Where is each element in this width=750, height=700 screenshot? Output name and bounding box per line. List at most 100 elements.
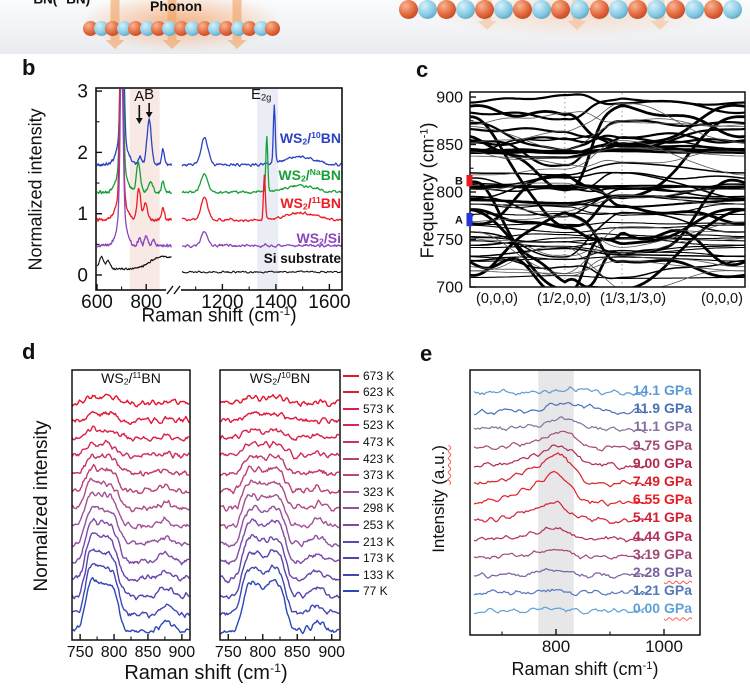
phonon-branch xyxy=(470,212,745,216)
nitrogen-atom-icon xyxy=(723,0,743,19)
panel-c-frame xyxy=(469,91,746,288)
marker-bar-A xyxy=(466,212,473,227)
y-tick-label: 750 xyxy=(436,232,463,249)
phonon-branch xyxy=(470,249,745,261)
nitrogen-atom-icon xyxy=(207,20,223,36)
text-fragment: 10 xyxy=(24,0,33,1)
panel-e-ylabel-main: Intensity xyxy=(429,484,449,553)
pressure-curve-1.21GPa xyxy=(473,588,647,597)
pressure-curve-7.49GPa xyxy=(473,452,647,488)
phonon-branch xyxy=(470,103,745,144)
x-tick-label: 1200 xyxy=(201,292,243,313)
panel-e-frame xyxy=(469,369,701,636)
temp-curve-298K xyxy=(220,504,340,548)
pressure-curve-4.44GPa xyxy=(473,526,647,543)
temp-curve-523K xyxy=(220,440,340,460)
boron-atom-icon xyxy=(173,20,189,36)
temp-curve-673K xyxy=(220,394,340,408)
nitrogen-atom-icon xyxy=(455,0,475,19)
nitrogen-atom-icon xyxy=(116,20,132,36)
panel-d-frame-0 xyxy=(71,369,191,641)
nitrogen-atom-icon xyxy=(253,20,269,36)
nitrogen-atom-icon xyxy=(646,0,666,19)
pressure-curve-3.19GPa xyxy=(473,548,647,560)
spectrum-curve-1 xyxy=(96,89,173,195)
phonon-branch xyxy=(470,245,745,287)
nitrogen-atom-icon xyxy=(185,20,201,36)
axis-break-slash xyxy=(166,285,174,295)
text-fragment: -1 xyxy=(279,305,291,318)
boron-atom-icon xyxy=(105,20,121,36)
phonon-branch xyxy=(470,144,745,154)
nitrogen-atom-icon xyxy=(570,0,590,19)
phonon-branch xyxy=(470,185,745,190)
e2g-annotation: E2g xyxy=(251,87,271,103)
nitrogen-atom-icon xyxy=(93,20,109,36)
temp-curve-573K xyxy=(220,428,340,441)
panel-letter-c: c xyxy=(416,57,429,82)
x-tick-label: 800 xyxy=(130,292,162,313)
boron-atom-icon xyxy=(264,20,280,36)
spectrum-curve-1 xyxy=(181,135,342,195)
temp-curve-323K xyxy=(220,493,340,530)
x-tick-label: 900 xyxy=(318,644,345,661)
phonon-branch xyxy=(470,115,745,229)
boron-atom-icon xyxy=(150,20,166,36)
temp-curve-213K xyxy=(72,532,190,582)
pressure-curve-5.41GPa xyxy=(473,500,647,525)
x-tick-label: 1600 xyxy=(308,292,350,313)
x-path-label: (0,0,0) xyxy=(476,291,518,307)
x-tick-label: 850 xyxy=(284,644,311,661)
phonon-branch xyxy=(470,260,745,275)
temp-curve-133K xyxy=(220,564,340,616)
spectrum-curve-0 xyxy=(181,104,342,168)
phonon-branch xyxy=(470,140,745,176)
temp-curve-173K xyxy=(72,548,190,601)
panel-e-ylabel: Intensity (a.u.) xyxy=(429,401,449,597)
temp-curve-373K xyxy=(72,477,190,513)
spectrum-curve-3 xyxy=(182,231,342,249)
panel-letter-e: e xyxy=(420,341,433,366)
phonon-branch xyxy=(470,97,745,121)
pressure-curve-9.00GPa xyxy=(473,444,647,470)
nitrogen-atom-icon xyxy=(532,0,552,19)
phonon-branch xyxy=(470,215,745,248)
temp-curve-213K xyxy=(220,533,340,584)
spectrum-curve-2 xyxy=(96,89,173,223)
temp-curve-473K xyxy=(72,453,190,477)
bond-line xyxy=(408,8,733,10)
phonon-branch xyxy=(470,237,745,257)
phonon-branch xyxy=(470,182,745,199)
temp-curve-423K xyxy=(220,465,340,495)
temp-curve-77K xyxy=(72,576,190,634)
phonon-branch xyxy=(470,122,745,150)
phonon-branch xyxy=(470,150,745,168)
temp-curve-623K xyxy=(220,411,340,425)
y-tick-label: 0 xyxy=(77,266,88,287)
temp-curve-253K xyxy=(220,518,340,565)
annotation-a-arrowhead-icon xyxy=(135,118,143,124)
pressure-curve-14.1GPa xyxy=(473,386,647,397)
marker-bar-B xyxy=(466,174,473,187)
panel-b-xlabel: Raman shift (cm-1) xyxy=(141,305,297,327)
pressure-curve-11.1GPa xyxy=(473,416,647,434)
x-path-label: (1/2,0,0) xyxy=(537,291,591,307)
boron-atom-icon xyxy=(665,0,685,19)
marker-label-A: A xyxy=(455,215,463,227)
nitrogen-atom-icon xyxy=(685,0,704,19)
temp-curve-298K xyxy=(72,505,190,548)
pressure-curve-2.28GPa xyxy=(473,567,647,579)
phonon-branch xyxy=(470,127,745,148)
x-tick-label: 800 xyxy=(101,644,128,661)
nitrogen-atom-icon xyxy=(230,20,246,36)
x-path-label: (0,0,0) xyxy=(701,291,743,307)
phonon-branch xyxy=(470,221,745,226)
boron-atom-icon xyxy=(589,0,609,19)
x-tick-label: 600 xyxy=(81,292,113,313)
spectrum-curve-4 xyxy=(181,270,342,274)
phonon-label: Phonon xyxy=(150,0,203,14)
spectrum-curve-3 xyxy=(96,89,172,248)
panel-c-ylabel: Frequency (cm-1) xyxy=(417,122,438,259)
phonon-branch xyxy=(470,93,745,106)
